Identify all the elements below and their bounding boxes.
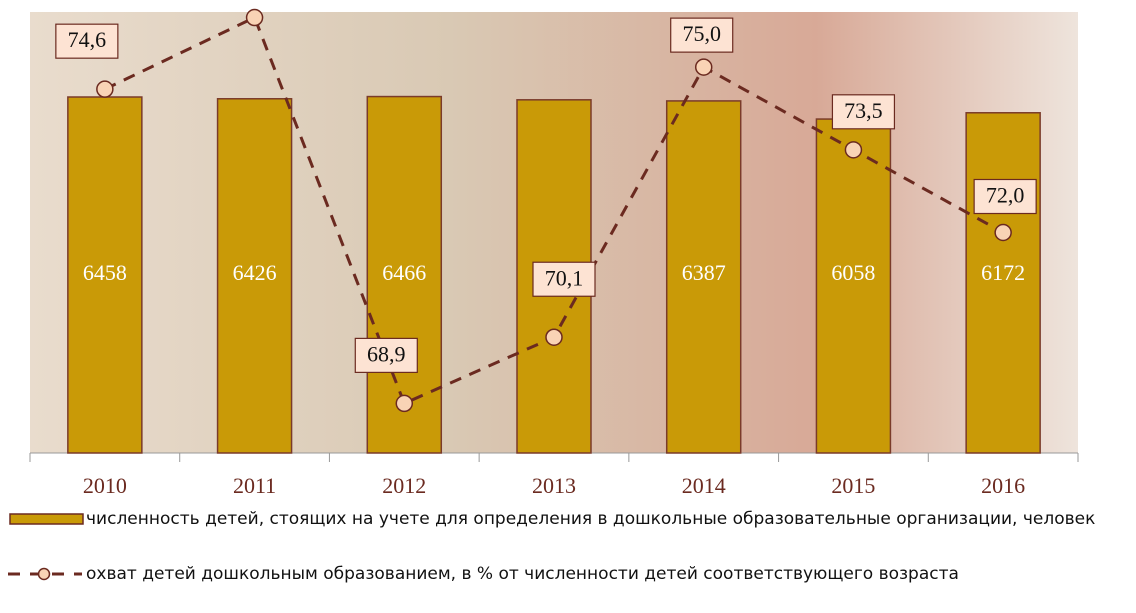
line-value-label: 68,9 [367, 341, 406, 366]
x-tick-label: 2016 [981, 473, 1025, 498]
bar-value-label: 6426 [233, 260, 277, 285]
chart: 2010 2011 2012 2013 2014 2015 2016 6458 6426 6466… [0, 0, 1136, 505]
line-marker [696, 59, 712, 75]
bar-value-label: 6172 [981, 260, 1025, 285]
legend-label: охват детей дошкольным образованием, в %… [86, 563, 1132, 585]
line-value-label: 75,0 [682, 21, 721, 46]
legend-label: численность детей, стоящих на учете для … [86, 508, 1132, 530]
bar-value-label: 6387 [682, 260, 726, 285]
value-label-box: 74,6 [56, 24, 118, 58]
bar-value-label: 6058 [831, 260, 875, 285]
x-tick-label: 2013 [532, 473, 576, 498]
bar-value-label: 6458 [83, 260, 127, 285]
value-label-box: 70,1 [533, 262, 595, 296]
line-marker [396, 395, 412, 411]
line-marker [845, 142, 861, 158]
line-marker [247, 10, 263, 26]
line-value-label: 72,0 [986, 183, 1025, 208]
legend-swatch [0, 563, 86, 587]
legend-item: охват детей дошкольным образованием, в %… [0, 563, 1136, 613]
x-tick-label: 2012 [382, 473, 426, 498]
line-value-label: 70,1 [545, 265, 584, 290]
bar-value-label: 6466 [382, 260, 426, 285]
page: 2010 2011 2012 2013 2014 2015 2016 6458 6426 6466… [0, 0, 1136, 605]
legend-marker-icon [39, 569, 50, 580]
legend-item: численность детей, стоящих на учете для … [0, 508, 1136, 558]
bar [816, 119, 890, 453]
legend-bar-icon [10, 514, 83, 524]
x-tick-label: 2011 [233, 473, 276, 498]
value-label-box: 73,5 [832, 95, 894, 129]
line-marker [97, 81, 113, 97]
value-label-box: 68,9 [355, 338, 417, 372]
value-label-box: 75,0 [671, 18, 733, 52]
x-tick-label: 2014 [682, 473, 726, 498]
line-value-label: 74,6 [68, 27, 107, 52]
line-value-label: 73,5 [844, 98, 883, 123]
value-label-box: 72,0 [974, 180, 1036, 214]
line-marker [995, 225, 1011, 241]
x-tick-label: 2010 [83, 473, 127, 498]
x-tick-label: 2015 [831, 473, 875, 498]
line-marker [546, 329, 562, 345]
legend-swatch [0, 508, 86, 532]
